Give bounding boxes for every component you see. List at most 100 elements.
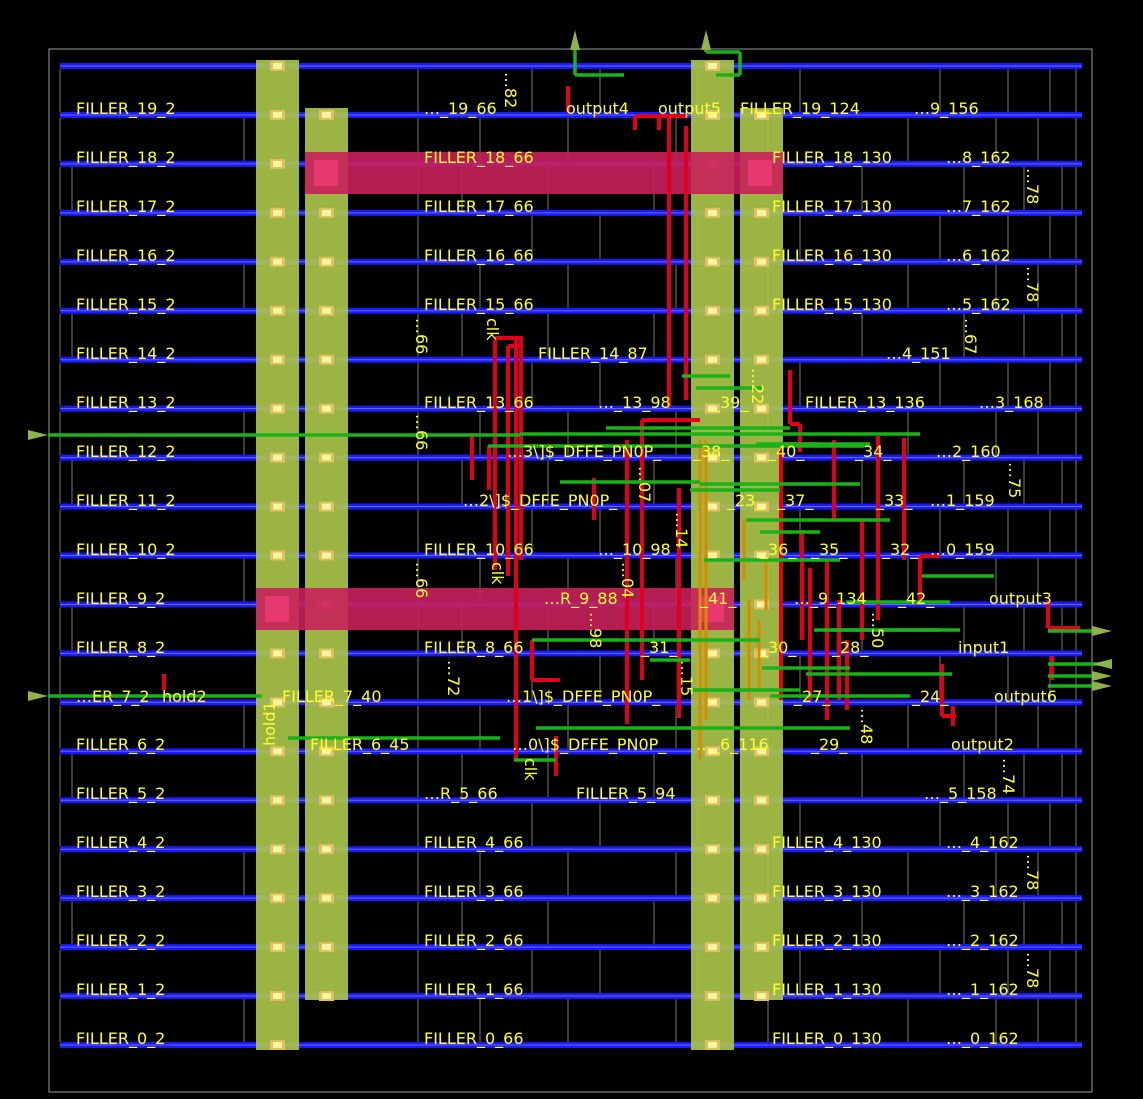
row-12-labels: FILLER_12_2 …3\]$_DFFE_PN0P_ _38_ _40_ _… [76, 442, 1001, 462]
power-via-core [322, 405, 331, 412]
cell-label: …_13_98 [598, 393, 671, 413]
power-stripes [256, 60, 783, 1050]
cell-label-rotated: clk [488, 562, 507, 585]
cell-label: _37_ [776, 491, 814, 511]
cell-label-rotated: …14 [672, 512, 691, 548]
cell-label: …_10_98 [598, 540, 671, 560]
row-4-labels: FILLER_4_2 FILLER_4_66 FILLER_4_130 …_4_… [76, 833, 1019, 853]
cell-label-rotated: …82 [501, 72, 520, 108]
power-via-core [757, 699, 766, 706]
power-via-core [322, 846, 331, 853]
power-via-core [273, 405, 282, 412]
cell-label: FILLER_14_87 [538, 344, 648, 364]
cell-label: …R_5_66 [424, 784, 498, 804]
cell-label: _31_ [640, 638, 678, 658]
cell-label: FILLER_9_2 [76, 589, 165, 609]
cell-label: FILLER_15_2 [76, 295, 176, 315]
cell-label: _24_ [911, 687, 949, 707]
power-rails [60, 63, 1082, 1048]
cell-label: _23_ [726, 491, 764, 511]
pin-arrow-icon [28, 430, 48, 440]
cell-label: _41_ [699, 589, 737, 609]
power-via-core [708, 356, 717, 363]
cell-label: _42_ [897, 589, 935, 609]
blockage-band [305, 152, 783, 194]
row-7-labels: …ER_7_2 hold2 FILLER_7_40 …1\]$_DFFE_PN0… [76, 687, 1057, 707]
cell-label-rotated: clk [483, 318, 502, 341]
power-via-core [322, 552, 331, 559]
cell-label: FILLER_16_2 [76, 246, 176, 266]
cell-label: …_5_158 [924, 784, 997, 804]
power-via-core [757, 944, 766, 951]
blockage-via [748, 160, 772, 186]
cell-label: FILLER_8_2 [76, 638, 165, 658]
cell-label: _33_ [875, 491, 913, 511]
row-15-labels: FILLER_15_2 FILLER_15_66 FILLER_15_130 …… [76, 295, 1011, 315]
cell-label-rotated: …66 [412, 562, 431, 598]
cell-label-rotated: …78 [1023, 266, 1042, 302]
power-via-core [708, 63, 717, 69]
row-2-labels: FILLER_2_2 FILLER_2_66 FILLER_2_130 …_2_… [76, 931, 1019, 951]
power-via-core [708, 307, 717, 314]
power-via-core [273, 1042, 282, 1048]
power-via-core [322, 944, 331, 951]
cell-label-rotated: …74 [999, 758, 1018, 794]
cell-label: FILLER_12_2 [76, 442, 176, 462]
cell-label-rotated: …66 [412, 318, 431, 354]
cell-label: FILLER_8_66 [424, 638, 524, 658]
cell-label: FILLER_17_130 [772, 197, 892, 217]
power-via-core [757, 552, 766, 559]
cell-label: hold2 [162, 687, 207, 706]
power-via-core [708, 650, 717, 657]
row-1-labels: FILLER_1_2 FILLER_1_66 FILLER_1_130 …_1_… [76, 980, 1019, 1000]
cell-label: FILLER_5_2 [76, 784, 165, 804]
cell-label-rotated: …67 [961, 318, 980, 354]
power-via-core [757, 209, 766, 216]
cell-label: FILLER_15_130 [772, 295, 892, 315]
row-8-labels: FILLER_8_2 FILLER_8_66 _31_ _30_ _28_ in… [76, 638, 1009, 658]
pin-arrow-icon [28, 691, 48, 701]
power-via-core [708, 699, 717, 706]
power-via-core [708, 258, 717, 265]
power-via-core [757, 405, 766, 412]
cell-label: _36_ [759, 540, 797, 560]
cell-label: FILLER_19_124 [740, 99, 860, 119]
power-via-core [757, 111, 766, 118]
cell-label: _28_ [831, 638, 869, 658]
cell-label-rotated: …15 [677, 660, 696, 696]
power-via-core [757, 454, 766, 461]
cell-label: FILLER_14_2 [76, 344, 176, 364]
row-10-labels: FILLER_10_2 FILLER_10_66 …_10_98 _36_ _3… [76, 540, 995, 560]
pin-arrow-icon [1092, 659, 1112, 669]
blockages [256, 152, 783, 630]
cell-label: FILLER_1_66 [424, 980, 524, 1000]
cell-label: …_19_66 [424, 99, 497, 119]
pin-arrow-icon [701, 30, 711, 50]
cell-label: output6 [994, 687, 1057, 706]
cell-label: …6_162 [946, 246, 1011, 266]
power-via-core [322, 503, 331, 510]
power-via-core [757, 993, 766, 1000]
power-via-core [273, 160, 282, 167]
cell-label: …5_162 [946, 295, 1011, 315]
power-via-core [708, 552, 717, 559]
power-via-core [273, 258, 282, 265]
cell-label-rotated: …04 [618, 562, 637, 598]
power-via-core [757, 503, 766, 510]
cell-label: …R_9_88 [544, 589, 618, 609]
cell-label-rotated: …78 [1023, 952, 1042, 988]
cell-label: FILLER_16_66 [424, 246, 534, 266]
pin-arrow-icon [1092, 671, 1112, 681]
power-via-core [757, 748, 766, 755]
cell-label-rotated: …98 [586, 612, 605, 648]
cell-label: FILLER_18_2 [76, 148, 176, 168]
power-via-core [708, 209, 717, 216]
row-14-labels: FILLER_14_2 FILLER_14_87 …4_151 [76, 344, 951, 364]
cell-label: output5 [658, 99, 721, 118]
cell-label: …_6_116 [696, 735, 769, 755]
cell-label: …_9_134 [794, 589, 867, 609]
blockage-via [265, 596, 289, 622]
cell-label: FILLER_7_40 [282, 687, 382, 707]
cell-label: FILLER_10_2 [76, 540, 176, 560]
cell-label: …1_159 [930, 491, 995, 511]
